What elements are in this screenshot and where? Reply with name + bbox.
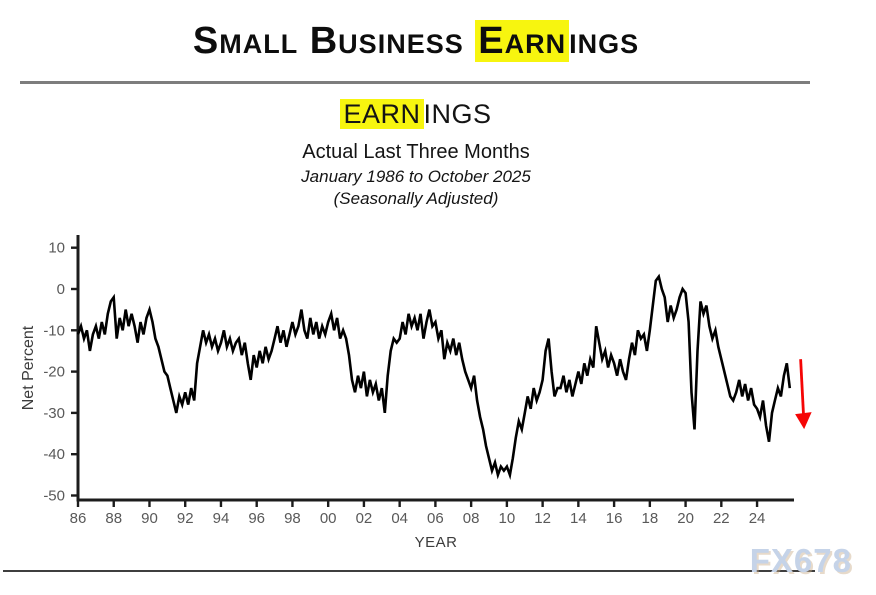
bottom-divider xyxy=(3,570,815,572)
x-tick-label: 02 xyxy=(356,510,373,527)
subtitle-text-post: INGS xyxy=(423,99,492,129)
watermark: FX678 xyxy=(749,542,852,579)
title-text-post: ings xyxy=(569,20,640,62)
x-tick-label: 90 xyxy=(141,510,158,527)
x-tick-label: 86 xyxy=(70,510,87,527)
x-tick-label: 14 xyxy=(570,510,587,527)
x-tick-label: 22 xyxy=(713,510,730,527)
page-title: Small Business Earnings xyxy=(0,20,832,63)
subtitle-highlight: EARN xyxy=(340,99,424,129)
x-tick-label: 20 xyxy=(677,510,694,527)
y-tick-label: -10 xyxy=(43,322,65,339)
x-tick-label: 98 xyxy=(284,510,301,527)
top-divider xyxy=(20,81,810,84)
chart-heading: Actual Last Three Months xyxy=(302,141,530,163)
x-tick-label: 04 xyxy=(391,510,408,527)
chart-date-range: January 1986 to October 2025 xyxy=(301,167,531,186)
x-tick-label: 18 xyxy=(641,510,658,527)
y-tick-label: -50 xyxy=(43,488,65,505)
y-tick-label: 0 xyxy=(57,281,65,298)
y-tick-label: 10 xyxy=(48,240,65,257)
y-tick-label: -20 xyxy=(43,364,65,381)
y-tick-label: -40 xyxy=(43,446,65,463)
title-highlight: Earn xyxy=(475,20,570,62)
x-tick-label: 06 xyxy=(427,510,444,527)
earnings-series-line xyxy=(76,273,792,480)
down-arrow-shaft xyxy=(799,359,806,418)
x-tick-label: 12 xyxy=(534,510,551,527)
x-tick-label: 92 xyxy=(177,510,194,527)
x-tick-label: 24 xyxy=(749,510,766,527)
down-arrow-head xyxy=(795,412,812,430)
x-tick-label: 88 xyxy=(105,510,122,527)
x-tick-label: 00 xyxy=(320,510,337,527)
x-tick-label: 08 xyxy=(463,510,480,527)
x-tick-label: 16 xyxy=(606,510,623,527)
x-tick-label: 10 xyxy=(499,510,516,527)
axes xyxy=(76,235,794,502)
y-axis-label: Net Percent xyxy=(20,325,37,411)
chart-subtitle: EARN INGS xyxy=(0,99,832,130)
y-tick-label: -30 xyxy=(43,405,65,422)
x-tick-label: 96 xyxy=(248,510,265,527)
x-tick-label: 94 xyxy=(213,510,230,527)
x-axis-label: YEAR xyxy=(414,534,458,551)
title-text-pre: Small Business xyxy=(192,20,476,62)
chart-adjustment-note: (Seasonally Adjusted) xyxy=(333,189,499,208)
